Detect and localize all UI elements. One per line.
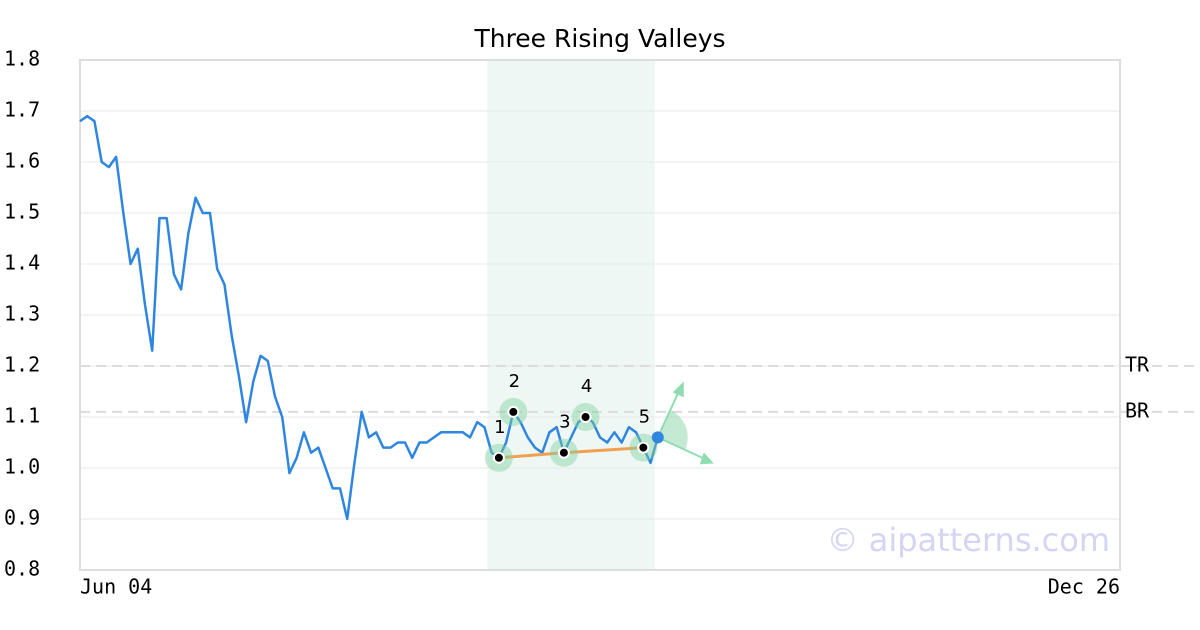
plot-border xyxy=(79,59,1121,571)
y-tick-label: 1.4 xyxy=(4,251,40,275)
y-tick-label: 1.8 xyxy=(4,47,40,71)
arrow-head xyxy=(672,381,684,398)
pattern-point xyxy=(492,451,505,464)
projection-arrow xyxy=(656,388,681,438)
pattern-point xyxy=(579,411,592,423)
y-tick-label: 1.6 xyxy=(4,149,40,173)
arrow-head xyxy=(699,452,714,465)
x-tick-label: Dec 26 xyxy=(1048,575,1120,599)
level-label: BR xyxy=(1125,398,1150,422)
y-tick-label: 0.8 xyxy=(4,557,40,581)
price-line xyxy=(79,114,659,521)
y-tick-label: 1.2 xyxy=(4,353,40,377)
y-tick-label: 1.7 xyxy=(4,98,40,122)
y-tick-label: 1.3 xyxy=(4,302,40,326)
level-label: TR xyxy=(1125,353,1150,377)
y-tick-label: 1.1 xyxy=(4,404,40,428)
point-label: 3 xyxy=(559,412,570,433)
projection-arrow xyxy=(657,436,707,461)
point-label: 1 xyxy=(494,417,505,438)
pattern-point xyxy=(507,405,520,418)
point-label: 4 xyxy=(581,376,592,397)
y-tick-label: 1.0 xyxy=(4,455,40,479)
chart-title: Three Rising Valleys xyxy=(473,24,725,53)
y-tick-label: 0.9 xyxy=(4,506,40,530)
watermark: © aipatterns.com xyxy=(827,521,1110,559)
x-tick-label: Jun 04 xyxy=(80,575,152,599)
current-point xyxy=(651,431,664,444)
pattern-point xyxy=(637,441,650,454)
y-tick-label: 1.5 xyxy=(4,200,40,224)
point-label: 2 xyxy=(509,371,520,392)
pattern-point xyxy=(557,446,570,459)
point-label: 5 xyxy=(639,407,650,428)
